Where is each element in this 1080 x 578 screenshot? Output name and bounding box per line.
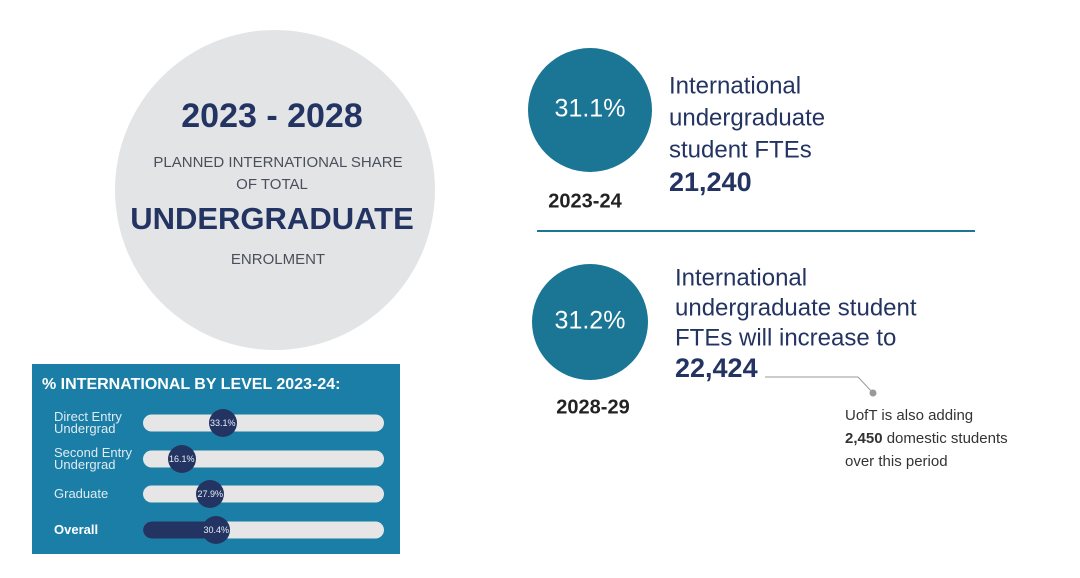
stat-text: undergraduate student xyxy=(675,294,917,321)
stat-percent: 31.2% xyxy=(555,307,626,335)
note-text: domestic students xyxy=(887,430,1008,447)
stat-text: undergraduate xyxy=(669,104,825,131)
subtitle: OF TOTAL xyxy=(236,176,308,193)
bar-track xyxy=(143,450,384,467)
value-label: 33.1% xyxy=(210,418,236,428)
stat-text: International xyxy=(675,264,807,291)
bar-marker: 16.1% xyxy=(167,444,196,473)
category-label: Graduate xyxy=(54,486,109,501)
years: 2023 - 2028 xyxy=(181,97,363,135)
stat-percent: 31.1% xyxy=(555,95,626,123)
stat-figure: 21,240 xyxy=(669,167,752,197)
emphasis: UNDERGRADUATE xyxy=(130,201,414,236)
callout-line xyxy=(765,376,874,394)
header-circle xyxy=(115,30,435,350)
bar xyxy=(143,521,217,538)
stat-text: student FTEs xyxy=(669,136,812,163)
category-label: Direct Entry Undergrad xyxy=(54,409,122,436)
stat-circle xyxy=(528,48,652,172)
callout-dot xyxy=(869,389,877,397)
subtitle: PLANNED INTERNATIONAL SHARE xyxy=(153,154,402,171)
stat-year: 2023-24 xyxy=(548,190,622,212)
stat-text: FTEs will increase to xyxy=(675,324,896,351)
bar-track xyxy=(143,414,384,432)
category-label: Second Entry Undergrad xyxy=(54,444,133,472)
stat-circle xyxy=(532,264,648,380)
value-label: 27.9% xyxy=(197,489,223,499)
stat-year: 2028-29 xyxy=(556,396,629,418)
subtitle: ENROLMENT xyxy=(231,251,325,268)
value-label: 16.1% xyxy=(169,453,195,464)
bar-marker: 33.1% xyxy=(208,409,237,437)
bar-track xyxy=(143,485,384,503)
bar-marker: 30.4% xyxy=(202,515,231,544)
note-text: over this period xyxy=(845,453,948,470)
category-label: Overall xyxy=(54,521,99,537)
chart-title: % INTERNATIONAL BY LEVEL 2023-24: xyxy=(42,376,341,393)
note-bold: 2,450 xyxy=(845,430,883,447)
value-label: 30.4% xyxy=(203,524,230,535)
stat-figure: 22,424 xyxy=(675,353,758,383)
note-text: UofT is also adding xyxy=(845,407,973,424)
note-text: 2,450 domestic students xyxy=(845,430,1008,447)
bar-marker: 27.9% xyxy=(196,480,225,508)
stat-text: International xyxy=(669,72,801,99)
level-chart: % INTERNATIONAL BY LEVEL 2023-24: Direct… xyxy=(32,364,400,554)
